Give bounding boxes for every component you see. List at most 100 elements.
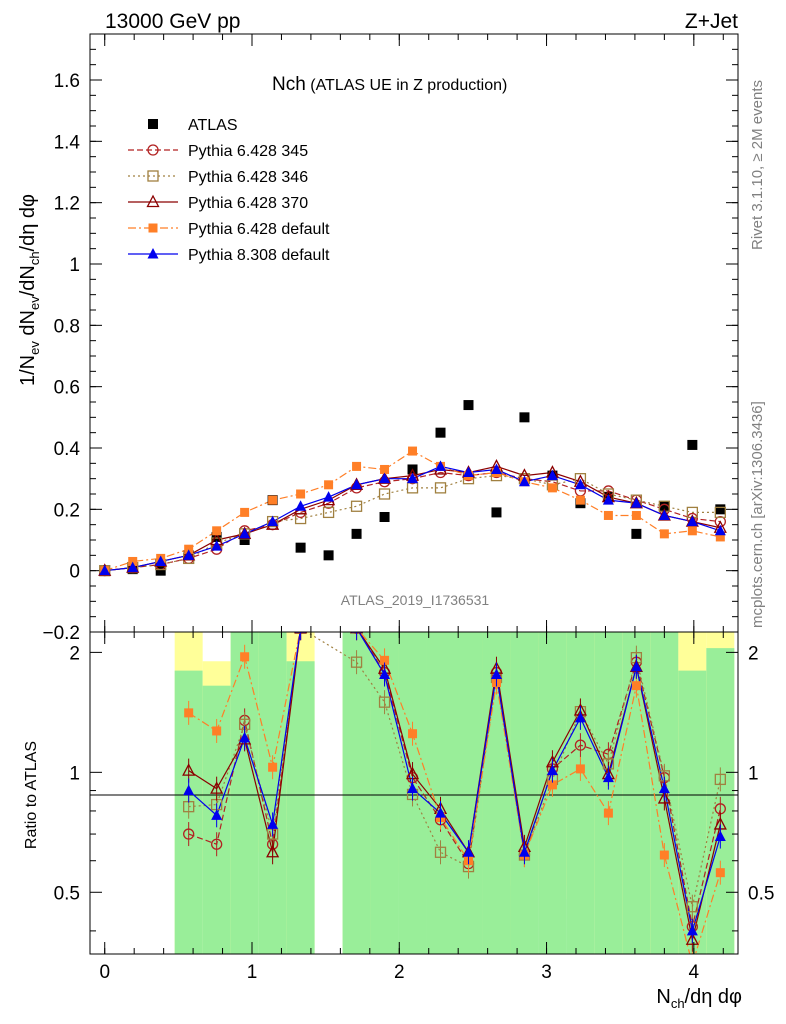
ratio-ytick-label: 0.5 [54, 883, 80, 904]
point-p346 [434, 482, 447, 494]
ratio-point-p8 [211, 809, 223, 820]
point-pdefault [184, 544, 194, 554]
ratio-bands [174, 632, 735, 954]
legend-marker-ATLAS [148, 119, 158, 129]
point-pdefault [268, 495, 278, 505]
ratio-point-p8 [267, 818, 279, 829]
ratio-point-p370 [294, 632, 308, 634]
band-inner [426, 632, 455, 954]
ratio-point-p8 [546, 764, 558, 776]
point-p8 [518, 475, 530, 487]
point-p8 [574, 478, 586, 490]
point-ATLAS [519, 412, 530, 423]
main-ytick-label: 1 [69, 255, 80, 276]
ratio-point-pdefault [631, 681, 641, 691]
point-p8 [379, 472, 391, 484]
point-p8 [630, 497, 642, 508]
ratio-point-p8 [490, 668, 502, 680]
point-p8 [658, 509, 670, 520]
ratio-point-p345 [211, 838, 223, 850]
point-ATLAS [239, 535, 250, 545]
ratio-point-p370 [685, 932, 699, 945]
ratio-point-pdefault [352, 632, 362, 633]
point-pdefault [631, 510, 641, 520]
ratio-point-p8 [462, 846, 474, 857]
ratio-point-p8 [602, 771, 614, 783]
point-p8 [462, 466, 474, 478]
point-p8 [435, 460, 447, 471]
legend-marker-p345 [147, 144, 159, 156]
ratio-ytick-label: 2 [69, 643, 80, 664]
point-ATLAS [687, 439, 698, 450]
legend-label: Pythia 6.428 345 [188, 143, 308, 160]
point-pdefault [324, 480, 334, 490]
point-ATLAS [463, 400, 474, 411]
main-ytick-label: 0.4 [54, 439, 81, 460]
point-p346 [350, 500, 363, 512]
point-p8 [490, 463, 502, 474]
point-ATLAS [491, 507, 502, 518]
legend-label: Pythia 6.428 370 [188, 195, 308, 212]
ratio-point-pdefault [659, 850, 669, 860]
legend-marker-p346 [147, 170, 159, 182]
legend-marker-p8 [147, 248, 159, 259]
ratio-point-p370 [182, 763, 196, 776]
point-p346 [322, 506, 335, 519]
band-inner [286, 661, 315, 954]
ratio-point-p370 [349, 632, 364, 634]
ratio-point-pdefault [575, 764, 585, 774]
ratio-point-p8 [435, 807, 447, 818]
point-p8 [546, 469, 558, 481]
legend-marker-p370 [146, 194, 160, 208]
ratio-point-p8 [658, 782, 670, 794]
point-p8 [183, 549, 195, 560]
ratio-point-pdefault [268, 762, 278, 772]
point-pdefault [603, 510, 613, 520]
point-pdefault [659, 529, 669, 539]
ratio-point-p8 [295, 632, 307, 633]
point-pdefault [296, 489, 306, 499]
point-pdefault [212, 526, 222, 536]
main-ticks: −0.2 0 0.2 0.4 0.6 0.8 1 1.2 1.4 1.6 [42, 34, 738, 644]
point-ATLAS [155, 565, 166, 576]
point-ATLAS [715, 504, 726, 515]
main-ytick-label: 0.2 [54, 500, 80, 521]
ratio-point-p8 [239, 731, 251, 743]
ratio-point-p8 [714, 830, 726, 842]
point-pdefault [352, 461, 362, 471]
ratio-panel: 0.5 0.5 1 1 2 2 0 1 2 3 4 Ratio to ATLAS Nch/dη dφ [23, 631, 774, 1011]
point-ATLAS [379, 512, 390, 522]
main-ytick-label: 1.4 [54, 132, 81, 153]
legend-marker-pdefault [148, 223, 158, 233]
main-ylabel: 1/Nev dNev/dNch/dη dφ [17, 194, 42, 386]
point-p8 [99, 564, 111, 576]
ratio-point-pdefault [408, 729, 418, 739]
watermark: ATLAS_2019_I1736531 [341, 592, 490, 608]
main-series [98, 400, 727, 577]
legend-label: ATLAS [188, 117, 238, 134]
ratio-point-pdefault [296, 632, 306, 633]
header-left: 13000 GeV pp [105, 10, 240, 33]
header-right: Z+Jet [685, 10, 738, 33]
ratio-point-p346 [714, 773, 726, 786]
ratio-point-p8 [183, 784, 195, 796]
ratio-xtick-label: 2 [394, 962, 405, 983]
ratio-xtick-label: 4 [689, 962, 700, 983]
point-ATLAS [659, 501, 670, 512]
main-title-main: Nch [272, 74, 306, 95]
point-ATLAS [351, 528, 362, 539]
point-p8 [239, 527, 251, 539]
ratio-ylabel: Ratio to ATLAS [23, 741, 40, 849]
ratio-point-p346 [686, 901, 698, 913]
ratio-xtick-label: 1 [247, 962, 258, 983]
ratio-plot-frame [89, 631, 739, 955]
band-inner [342, 632, 371, 954]
point-p8 [127, 561, 139, 573]
series-line-p346 [104, 474, 721, 572]
ratio-point-p370 [657, 791, 671, 804]
ratio-point-p345 [183, 828, 195, 840]
point-p8 [267, 515, 279, 527]
ratio-point-p370 [210, 781, 224, 794]
point-p8 [602, 494, 614, 505]
